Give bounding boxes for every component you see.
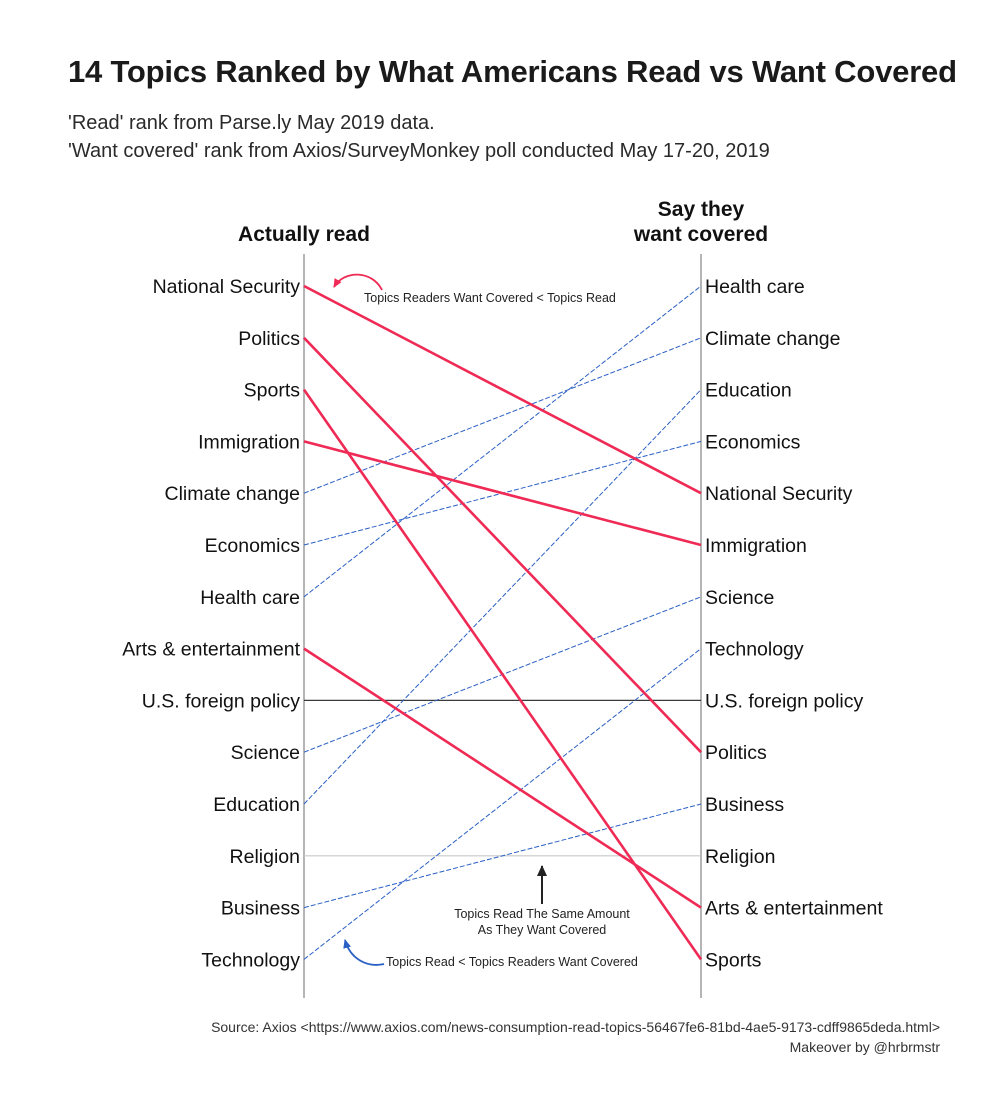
left-label-education: Education [213, 794, 300, 816]
right-label-religion: Religion [705, 846, 775, 868]
caption-credit: Makeover by @hrbrmstr [789, 1039, 940, 1055]
annotation-middle-line-2: As They Want Covered [478, 923, 607, 937]
annotation-bottom-arrow [343, 939, 385, 966]
right-label-u-s-foreign-policy: U.S. foreign policy [705, 690, 863, 712]
chart-subtitle: 'Read' rank from Parse.ly May 2019 data.… [68, 109, 770, 165]
right-axis-header-line-1: Say they [658, 198, 745, 221]
right-rank-labels: National Security Politics Sports Immigrati… [705, 276, 883, 971]
left-label-u-s-foreign-policy: U.S. foreign policy [142, 690, 300, 712]
right-label-economics: Economics [705, 431, 801, 453]
right-label-national-security: National Security [705, 483, 853, 505]
right-label-health-care: Health care [705, 276, 805, 298]
left-label-health-care: Health care [200, 587, 300, 609]
chart-caption: Source: Axios <https://www.axios.com/new… [211, 1017, 940, 1057]
annotation-top: Topics Readers Want Covered < Topics Rea… [364, 291, 616, 305]
slope-line-technology [303, 648, 702, 960]
right-label-politics: Politics [705, 742, 767, 764]
right-label-science: Science [705, 587, 774, 609]
right-label-sports: Sports [705, 949, 762, 971]
annotation-middle-line-1: Topics Read The Same Amount [454, 907, 630, 921]
left-label-immigration: Immigration [198, 431, 300, 453]
slope-line-business [303, 803, 702, 909]
left-label-sports: Sports [244, 380, 301, 402]
annotation-bottom: Topics Read < Topics Readers Want Covere… [386, 955, 638, 969]
slope-line-climate-change [303, 337, 702, 494]
slope-line-politics [303, 336, 702, 754]
slope-line-education [303, 389, 702, 805]
slope-lines [302, 284, 703, 961]
right-label-business: Business [705, 794, 784, 816]
right-axis-header-line-2: want covered [633, 223, 768, 246]
left-label-national-security: National Security [153, 276, 301, 298]
subtitle-line-2: 'Want covered' rank from Axios/SurveyMon… [68, 140, 770, 162]
left-axis-header: Actually read [238, 223, 370, 246]
chart-title: 14 Topics Ranked by What Americans Read … [68, 54, 957, 89]
subtitle-line-1: 'Read' rank from Parse.ly May 2019 data. [68, 112, 435, 134]
left-label-business: Business [221, 898, 300, 920]
left-label-arts-entertainment: Arts & entertainment [122, 639, 300, 661]
right-label-climate-change: Climate change [705, 328, 841, 350]
left-label-economics: Economics [205, 535, 301, 557]
slope-line-immigration [303, 440, 702, 547]
slope-line-national-security [303, 284, 702, 495]
left-label-technology: Technology [201, 949, 300, 971]
right-label-immigration: Immigration [705, 535, 807, 557]
left-label-politics: Politics [238, 328, 300, 350]
left-label-science: Science [231, 742, 300, 764]
right-label-arts-entertainment: Arts & entertainment [705, 898, 883, 920]
left-label-climate-change: Climate change [165, 483, 301, 505]
left-rank-labels: National Security Politics Sports Immigrati… [122, 276, 300, 971]
slope-line-arts-entertainment [303, 647, 702, 909]
left-label-religion: Religion [230, 846, 300, 868]
right-label-technology: Technology [705, 639, 804, 661]
annotation-top-arrow [333, 273, 383, 291]
right-label-education: Education [705, 380, 792, 402]
caption-source: Source: Axios <https://www.axios.com/new… [211, 1019, 940, 1035]
slope-line-sports [302, 388, 703, 961]
slope-line-health-care [303, 285, 702, 598]
